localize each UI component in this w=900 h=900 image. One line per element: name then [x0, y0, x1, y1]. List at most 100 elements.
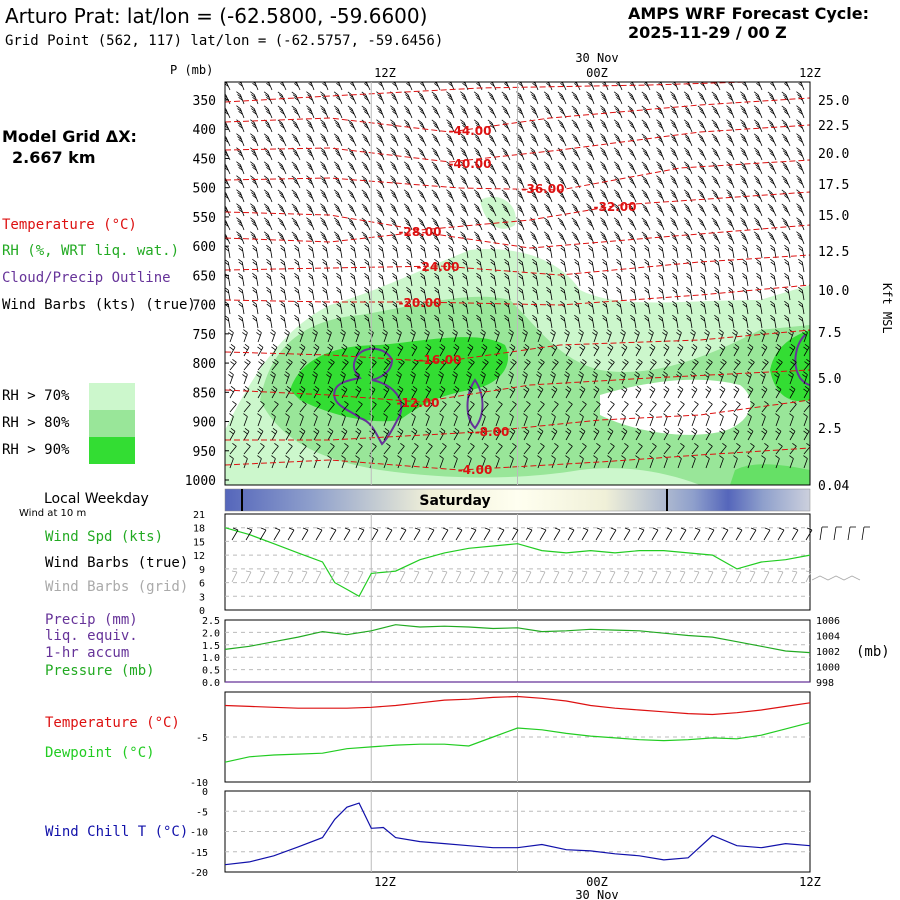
- precip-legend-liq: liq. equiv.: [45, 628, 138, 644]
- wind-barb: [656, 231, 665, 245]
- wind-barb: [320, 189, 329, 203]
- precip-legend: Precip (mm): [45, 612, 138, 628]
- wind-barb: [252, 82, 259, 91]
- wind-barb: [453, 358, 461, 371]
- temperature-line: [224, 695, 811, 716]
- wind-barb: [784, 272, 791, 287]
- wind-barb: [740, 133, 749, 147]
- surface-wind-barb: [357, 527, 365, 541]
- grid-wind-barb: [721, 570, 728, 583]
- rh-90-right-region: [770, 330, 810, 402]
- wind-barb: [649, 427, 656, 441]
- wind-barb: [448, 82, 455, 91]
- surface-wind-barb: [791, 527, 799, 541]
- grid-wind-barb: [539, 570, 546, 583]
- rh-90-swatch: [89, 437, 135, 464]
- wind-barb: [607, 385, 614, 399]
- wind-barb: [277, 203, 287, 217]
- surface-wind-barb: [651, 527, 659, 541]
- wind-barb: [452, 371, 458, 385]
- grid-wind-barb: [455, 570, 462, 583]
- surface-wind-barb: [385, 527, 393, 541]
- wind-barb: [333, 147, 343, 161]
- wind-barb: [291, 161, 301, 175]
- wind-barb: [697, 119, 707, 133]
- wind-barb: [501, 175, 511, 189]
- wind-barb: [355, 385, 362, 399]
- wind-barb: [627, 91, 637, 105]
- wind-barb: [364, 314, 371, 329]
- wind-barb: [257, 455, 262, 469]
- wind-barb: [658, 286, 665, 301]
- wind-barb: [480, 371, 486, 385]
- grid-wind-barb: [301, 570, 308, 583]
- wind-barb: [326, 371, 332, 385]
- wind-barb: [700, 82, 707, 91]
- wind-barb: [635, 358, 643, 371]
- wind-barb: [341, 385, 348, 399]
- wind-barb: [403, 175, 413, 189]
- wind-barb: [501, 203, 511, 217]
- wind-barb: [431, 119, 441, 133]
- grid-wind-barb: [811, 575, 861, 581]
- wind-barb: [291, 203, 301, 217]
- wind-barb: [453, 343, 460, 357]
- rh-90-region: [290, 337, 509, 422]
- wind-barb: [294, 258, 301, 273]
- wind-barb: [361, 161, 371, 175]
- wind-chill-panel: 0 -5 -10 -15 -20: [190, 787, 811, 879]
- wind-barb: [557, 105, 567, 119]
- wind-barb: [803, 385, 810, 399]
- wind-barb: [390, 91, 399, 105]
- wind-barb: [397, 343, 404, 357]
- wind-barb: [495, 413, 500, 427]
- wind-barb: [784, 258, 791, 273]
- wind-barb: [746, 329, 752, 343]
- wind-barb: [410, 371, 416, 385]
- wind-barb: [396, 329, 402, 343]
- isotherm-label: -44.00: [449, 124, 492, 138]
- wind-barb: [448, 314, 455, 329]
- wind-barb: [320, 217, 329, 231]
- wind-barb: [600, 91, 609, 105]
- wind-barb: [501, 133, 511, 147]
- wind-barb: [376, 147, 385, 161]
- surface-wind-barb: [483, 527, 491, 541]
- precip-tick-label: 1.0: [202, 653, 220, 664]
- wind-barb: [263, 161, 273, 175]
- wind-barb: [753, 189, 763, 203]
- wind-barb: [229, 358, 237, 371]
- wind-barb: [378, 82, 385, 91]
- wind-barb: [798, 300, 805, 315]
- wind-barb: [291, 217, 301, 231]
- wind-barb: [686, 314, 693, 329]
- wind-barb: [406, 258, 413, 273]
- wind-barb: [648, 329, 654, 343]
- wind-barb: [742, 244, 749, 259]
- wind-barb: [753, 203, 763, 217]
- wind-barb: [341, 455, 346, 469]
- wind-barb: [781, 133, 791, 147]
- wind-barb: [390, 133, 399, 147]
- precip-tick-label: 2.0: [202, 628, 220, 639]
- wind-barb: [784, 300, 791, 315]
- wind-barb: [390, 203, 399, 217]
- wind-barb: [670, 105, 679, 119]
- wind-barb: [781, 217, 791, 231]
- wind-barb: [277, 189, 287, 203]
- isotherm-label: -20.00: [399, 296, 442, 310]
- wind-barb: [726, 203, 735, 217]
- wind-barb: [340, 371, 346, 385]
- wind-barb: [446, 175, 455, 189]
- wind-barb: [796, 147, 805, 161]
- wind-barb: [225, 219, 231, 231]
- wind-barb: [543, 217, 553, 231]
- wind-barb: [490, 300, 497, 315]
- wind-barb: [656, 147, 665, 161]
- wind-barb: [789, 413, 794, 427]
- wind-barb: [271, 343, 278, 357]
- wind-barb: [613, 189, 623, 203]
- wind-barb: [225, 177, 231, 189]
- wind-barb: [229, 413, 234, 427]
- wind-barb: [228, 371, 234, 385]
